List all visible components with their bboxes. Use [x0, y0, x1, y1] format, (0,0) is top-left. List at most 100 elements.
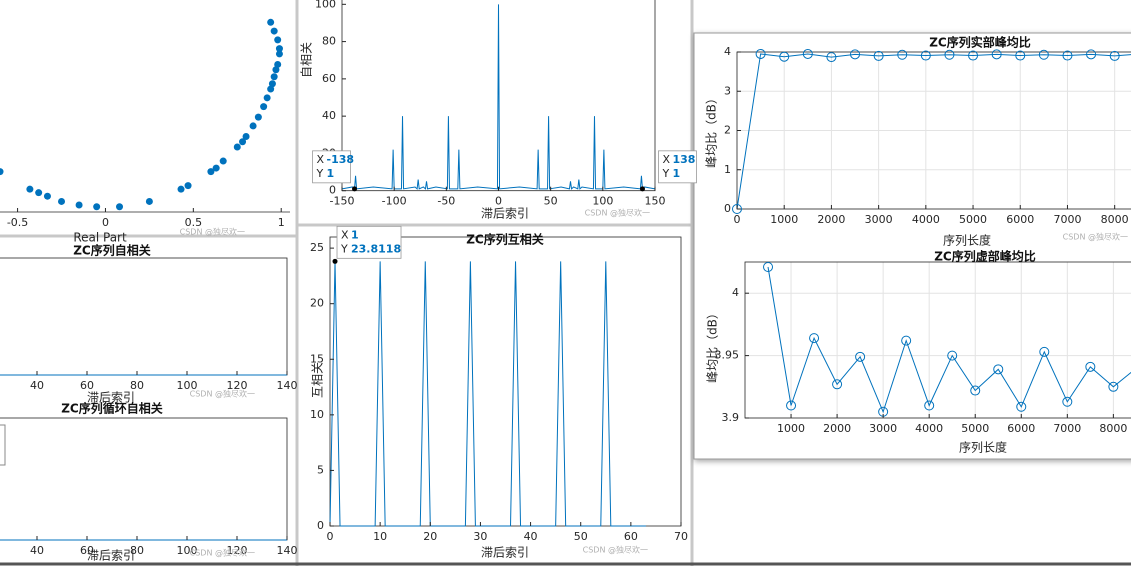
chart-title: ZC序列自相关 — [73, 243, 151, 258]
x-tick-label: 140 — [277, 544, 298, 557]
x-tick-label: 8000 — [1101, 213, 1129, 226]
y-axis-label: 峰均比（dB） — [706, 307, 720, 383]
x-tick-label: 3000 — [865, 213, 893, 226]
x-tick-label: 100 — [177, 379, 198, 392]
x-axis-label: 滞后索引 — [87, 549, 135, 563]
datatip-box — [312, 150, 351, 184]
marker — [826, 52, 837, 63]
y-tick-label: 60 — [322, 72, 336, 85]
x-tick-label: -50 — [437, 195, 455, 208]
x-tick-label: 7000 — [1053, 422, 1081, 435]
x-tick-label: 140 — [277, 379, 298, 392]
scatter-point — [275, 45, 283, 53]
scatter-point — [242, 132, 250, 140]
y-tick-label: 5 — [317, 463, 324, 476]
y-tick-label: 4 — [732, 286, 739, 299]
watermark: CSDN @独尽欢一 — [190, 389, 255, 399]
y-tick-label: 0 — [724, 202, 731, 215]
y-tick-label: 3.95 — [715, 349, 740, 362]
scatter-point — [260, 103, 268, 111]
marker — [809, 333, 820, 344]
marker — [855, 351, 866, 362]
x-tick-label: 80 — [130, 544, 144, 557]
chart-title: ZC序列循环自相关 — [61, 401, 163, 416]
x-tick-label: 1000 — [770, 213, 798, 226]
y-tick-label: 0 — [329, 184, 336, 197]
x-tick-label: 7000 — [1053, 213, 1081, 226]
x-tick-label: 8000 — [1099, 422, 1127, 435]
datatip-value: 23.8118 — [351, 242, 401, 255]
datatip-box — [336, 225, 402, 259]
scatter-point — [272, 66, 280, 74]
watermark: CSDN @独尽欢一 — [1063, 232, 1128, 242]
x-tick-label: 5000 — [959, 213, 987, 226]
datatip-value: 1 — [327, 167, 335, 180]
scatter-point — [249, 122, 257, 130]
x-axis-label: 序列长度 — [959, 440, 1007, 455]
x-tick-label: 120 — [227, 544, 248, 557]
y-tick-label: 10 — [310, 408, 324, 421]
marker — [944, 49, 955, 60]
marker — [993, 364, 1004, 375]
scatter-point — [219, 157, 227, 165]
y-tick-label: 100 — [315, 0, 336, 10]
x-tick-label: 6000 — [1006, 213, 1034, 226]
x-axis-label: 滞后索引 — [481, 207, 529, 221]
datatip-value: 1 — [672, 167, 680, 180]
axes-box — [744, 261, 1131, 419]
marker — [1039, 346, 1050, 357]
x-tick-label: 20 — [423, 530, 437, 543]
x-tick-label: 0 — [102, 216, 109, 229]
datatip-label: Y — [316, 167, 324, 180]
data-line — [341, 4, 656, 190]
datatip-label: Y — [340, 242, 348, 255]
y-tick-label: 2 — [724, 124, 731, 137]
x-tick-label: 150 — [645, 195, 666, 208]
marker — [755, 48, 766, 59]
y-tick-label: 1 — [724, 163, 731, 176]
marker — [1085, 361, 1096, 372]
scatter-point — [145, 197, 153, 205]
scatter-point — [26, 185, 34, 193]
scatter-point — [0, 168, 4, 176]
marker — [786, 400, 797, 411]
x-tick-label: 80 — [130, 379, 144, 392]
marker — [1038, 49, 1049, 60]
marker — [763, 261, 774, 272]
x-tick-label: 2000 — [823, 422, 851, 435]
scatter-point — [254, 113, 262, 121]
scatter-point — [233, 143, 241, 151]
chart-title: ZC序列虚部峰均比 — [934, 249, 1036, 264]
y-tick-label: 15 — [310, 352, 324, 365]
x-tick-label: 50 — [574, 530, 588, 543]
datatip-label: X — [317, 153, 325, 166]
marker — [1109, 50, 1120, 61]
x-tick-label: 60 — [80, 379, 94, 392]
y-tick-label: 40 — [322, 109, 336, 122]
x-tick-label: 0 — [495, 195, 502, 208]
marker — [732, 204, 742, 214]
y-axis-label: 互相关 — [311, 362, 325, 398]
marker — [920, 50, 931, 61]
x-tick-label: 120 — [227, 379, 248, 392]
x-axis-label: 滞后索引 — [481, 546, 529, 560]
x-tick-label: -0.5 — [7, 216, 28, 229]
marker — [802, 48, 813, 59]
scatter-point — [184, 182, 192, 190]
x-tick-label: 60 — [624, 530, 638, 543]
x-tick-label: 40 — [524, 530, 538, 543]
datatip-label: Y — [661, 167, 669, 180]
x-tick-label: 4000 — [912, 213, 940, 226]
x-axis-label: 滞后索引 — [87, 391, 135, 405]
y-tick-label: 4 — [724, 45, 731, 58]
x-tick-label: 5000 — [961, 422, 989, 435]
x-tick-label: 3000 — [869, 422, 897, 435]
marker — [947, 350, 958, 361]
datatip-point — [332, 258, 338, 264]
marker — [1086, 49, 1097, 60]
scatter-point — [212, 164, 220, 172]
scatter-point — [35, 189, 43, 197]
scatter-point — [207, 168, 215, 176]
